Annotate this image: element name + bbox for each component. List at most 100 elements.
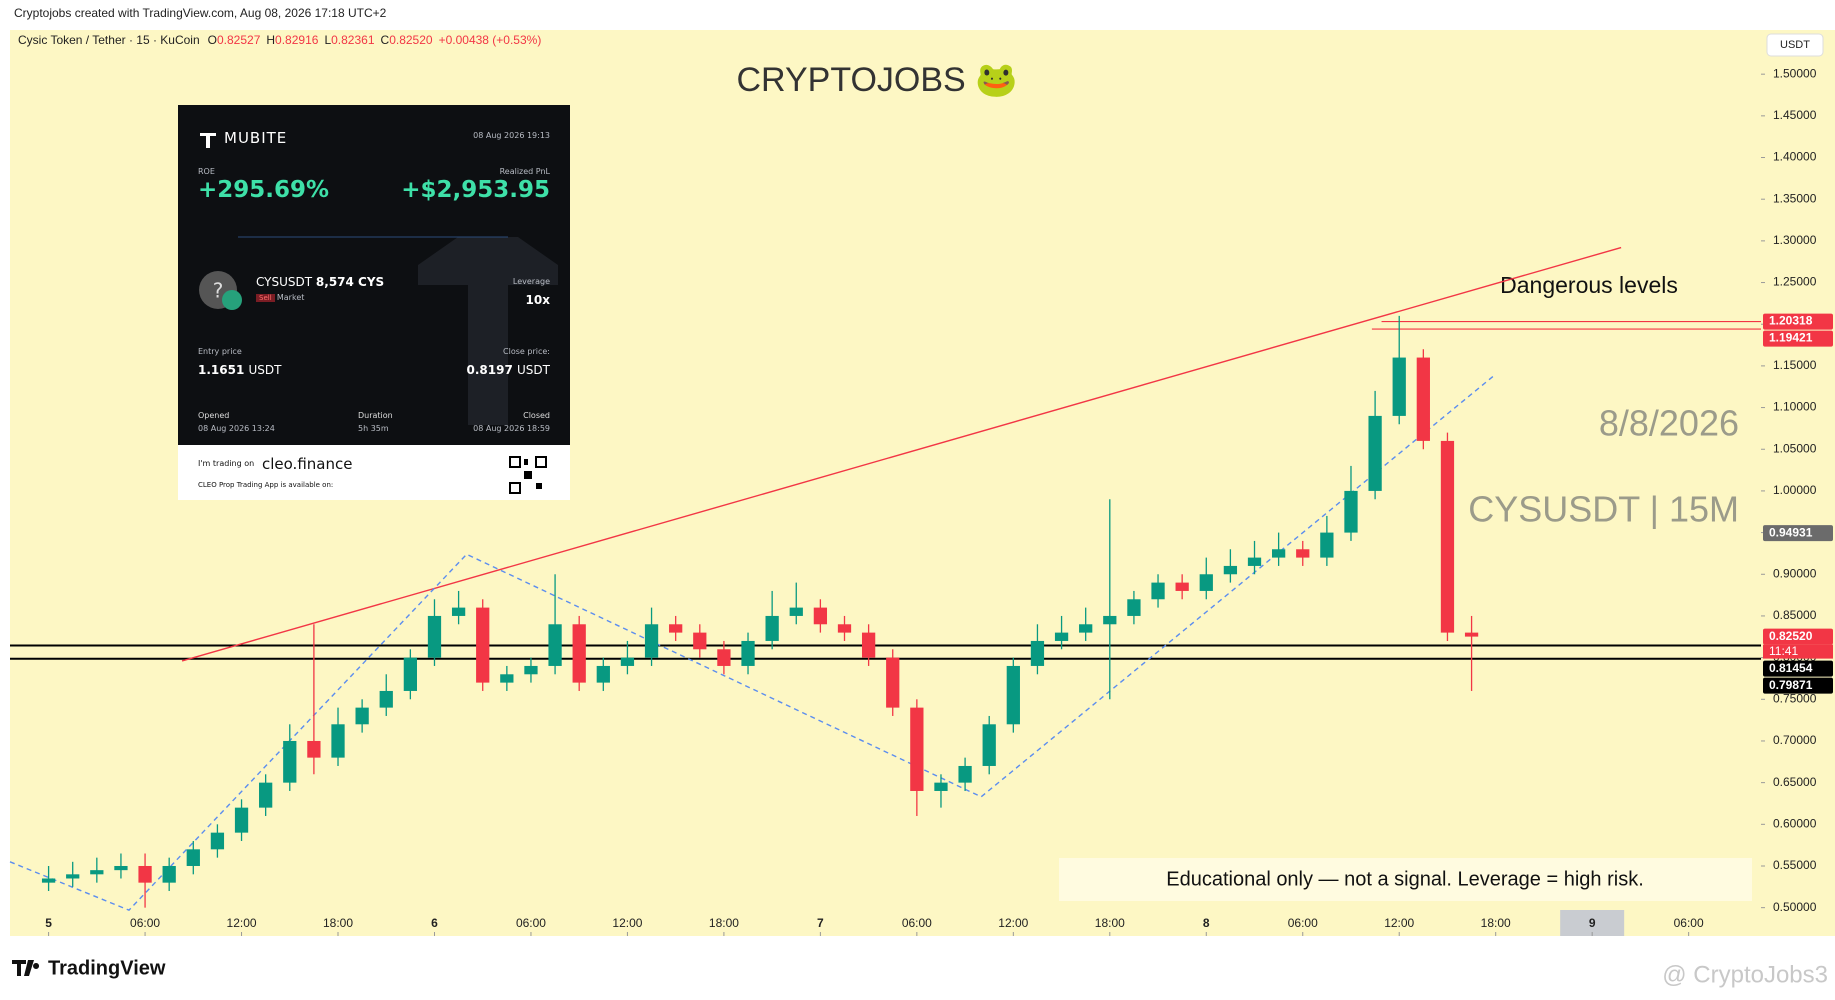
y-tick-label: 0.85000 (1773, 608, 1817, 622)
candle-body (958, 765, 972, 783)
countdown: 11:41 (1769, 644, 1798, 658)
chart-title: CRYPTOJOBS 🐸 (736, 61, 1017, 99)
candle-body (717, 649, 731, 666)
card-time: 08 Aug 2026 19:13 (473, 131, 550, 140)
y-tick-label: 1.35000 (1773, 191, 1817, 205)
card-size: 8,574 CYS (315, 275, 385, 289)
x-tick-label: 6 (431, 916, 438, 930)
candle-body (355, 707, 369, 725)
quote-value: 0.82520 (389, 33, 433, 47)
candle-body (837, 624, 852, 633)
x-tick-label: 18:00 (709, 916, 739, 930)
opened-label: Opened (198, 411, 230, 420)
candle-body (813, 607, 828, 625)
candle-body (1030, 640, 1045, 666)
candle-body (934, 782, 948, 791)
candle-body (1247, 557, 1262, 566)
candle-body (1464, 632, 1479, 637)
candle-body (66, 874, 80, 879)
price-axis-background (1761, 30, 1835, 936)
candle-body (331, 724, 345, 758)
currency-label: USDT (1780, 39, 1810, 51)
price-label: 0.81454 (1769, 661, 1813, 675)
price-label-box (1763, 677, 1833, 694)
x-tick-label: 7 (817, 916, 824, 930)
countdown-box (1763, 644, 1833, 659)
candle-body (283, 740, 297, 783)
x-tick-label: 06:00 (1288, 916, 1318, 930)
quote-value: 0.82527 (217, 33, 261, 47)
candle-body (114, 865, 128, 871)
quote-value: 0.82916 (275, 33, 319, 47)
candle-body (1368, 415, 1382, 491)
candle-body (210, 832, 225, 850)
card-order: Market (276, 293, 305, 302)
price-label-box (1763, 628, 1833, 645)
x-tick-label: 18:00 (1481, 916, 1511, 930)
candle-body (886, 657, 900, 708)
footer-brand: TradingView (48, 957, 166, 979)
close-unit: USDT (517, 363, 550, 377)
y-tick-label: 1.05000 (1773, 441, 1817, 455)
y-tick-label: 1.15000 (1773, 358, 1817, 372)
x-tick-label: 12:00 (998, 916, 1028, 930)
closed: 08 Aug 2026 18:59 (473, 424, 550, 433)
card-footer: I'm trading on cleo.finance CLEO Prop Tr… (178, 445, 570, 500)
candle-body (524, 665, 538, 675)
y-tick-label: 0.55000 (1773, 858, 1817, 872)
candle-body (186, 849, 200, 866)
y-tick-label: 1.50000 (1773, 66, 1817, 80)
trading-on: I'm trading on (198, 459, 255, 468)
y-tick-label: 1.45000 (1773, 108, 1817, 122)
candle-body (789, 607, 803, 616)
price-label-box (1763, 330, 1833, 347)
candle-body (572, 624, 586, 683)
x-tick-label: 8 (1203, 916, 1210, 930)
y-tick-label: 0.70000 (1773, 733, 1817, 747)
y-tick-label: 1.25000 (1773, 275, 1817, 289)
candle-body (90, 870, 104, 875)
platform: cleo.finance (262, 455, 353, 473)
candle-body (982, 724, 996, 766)
duration-label: Duration (358, 411, 393, 420)
currency-button[interactable] (1766, 33, 1824, 57)
card-decor: ? (199, 133, 558, 425)
quote-key: C (381, 33, 390, 47)
price-label-box (1763, 525, 1833, 542)
card-brand: MUBITE (224, 129, 288, 147)
close: 0.8197 (466, 363, 513, 377)
x-tick-label: 12:00 (612, 916, 642, 930)
price-label-box (1763, 660, 1833, 677)
pnl-label: Realized PnL (499, 167, 550, 176)
cursor-date-box (1560, 910, 1625, 936)
candle-body (1127, 599, 1141, 616)
candle-body (620, 657, 635, 666)
roe-label: ROE (198, 167, 215, 176)
trend-line (9, 373, 1497, 911)
x-tick-label: 9 (1589, 916, 1596, 930)
y-tick-label: 1.30000 (1773, 233, 1817, 247)
y-tick-label: 1.10000 (1773, 400, 1817, 414)
candle-body (741, 640, 755, 666)
candle-body (234, 807, 249, 833)
x-tick-label: 06:00 (902, 916, 932, 930)
candle-body (596, 665, 610, 683)
closed-label: Closed (523, 411, 550, 420)
candle-body (861, 632, 876, 658)
candle-body (307, 740, 321, 758)
price-label-box (1763, 313, 1833, 330)
y-tick-label: 1.00000 (1773, 483, 1817, 497)
candle-body (1223, 565, 1238, 575)
card-side: Sell (256, 294, 275, 302)
candle-body (1175, 582, 1189, 591)
candle-body (1271, 549, 1286, 558)
qr-code (508, 455, 548, 495)
created-note: Cryptojobs created with TradingView.com,… (14, 6, 387, 20)
symbol: Cysic Token / Tether · 15 · KuCoin (18, 33, 200, 47)
disclaimer: Educational only — not a signal. Leverag… (1166, 868, 1644, 890)
candle-body (910, 707, 924, 791)
quote-key: L (324, 33, 331, 47)
y-tick-label: 0.60000 (1773, 816, 1817, 830)
candle-body (138, 865, 152, 883)
